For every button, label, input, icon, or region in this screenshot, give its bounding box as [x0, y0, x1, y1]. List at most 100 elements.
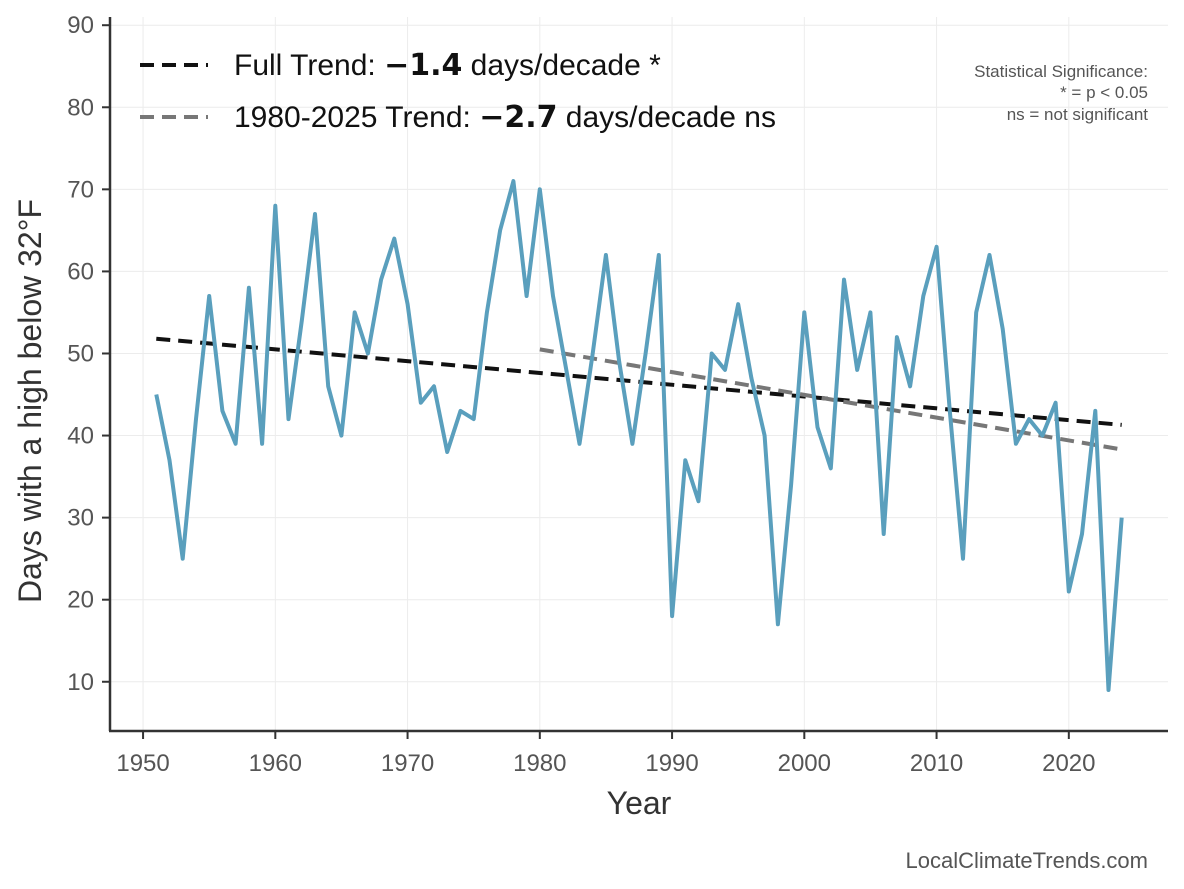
data-point-2016: [1014, 442, 1018, 446]
data-point-1977: [498, 228, 502, 232]
data-point-1968: [379, 278, 383, 282]
data-point-2006: [882, 532, 886, 536]
data-point-1971: [419, 401, 423, 405]
y-ticks: 10 20 30 40 50 60 70 80 90: [67, 12, 110, 696]
data-point-1952: [168, 458, 172, 462]
data-series: [154, 179, 1124, 692]
data-point-2002: [829, 466, 833, 470]
data-point-1972: [432, 384, 436, 388]
data-point-2001: [816, 425, 820, 429]
series-line-0: [154, 179, 1124, 692]
data-point-1992: [697, 499, 701, 503]
data-point-1958: [247, 286, 251, 290]
data-point-1975: [472, 417, 476, 421]
data-point-2008: [908, 384, 912, 388]
significance-line-ns: ns = not significant: [1007, 105, 1149, 124]
x-tick-label-1970: 1970: [381, 750, 434, 777]
legend: Full Trend: −1.4 days/decade * 1980-2025…: [140, 48, 776, 135]
data-point-2019: [1054, 401, 1058, 405]
x-ticks: 1950 1960 1970 1980 1990 2000 2010 2020: [116, 731, 1096, 777]
data-point-1964: [326, 384, 330, 388]
significance-line-p: * = p < 0.05: [1060, 83, 1148, 102]
data-point-2007: [895, 335, 899, 339]
data-point-1994: [723, 368, 727, 372]
data-point-1967: [366, 351, 370, 355]
legend-value-full-trend: −1.4: [384, 48, 462, 83]
data-point-2022: [1093, 409, 1097, 413]
data-point-1980: [538, 187, 542, 191]
y-tick-label-20: 20: [67, 587, 94, 614]
x-tick-label-1990: 1990: [645, 750, 698, 777]
x-tick-label-2000: 2000: [778, 750, 831, 777]
data-point-2012: [961, 557, 965, 561]
data-point-1983: [577, 442, 581, 446]
data-point-1953: [181, 557, 185, 561]
data-point-1989: [657, 253, 661, 257]
y-tick-label-10: 10: [67, 669, 94, 696]
data-point-1961: [287, 417, 291, 421]
data-point-1979: [525, 294, 529, 298]
data-point-1957: [234, 442, 238, 446]
data-point-1987: [630, 442, 634, 446]
legend-label-recent-trend: 1980-2025 Trend: −2.7 days/decade ns: [234, 100, 776, 135]
x-tick-label-1950: 1950: [116, 750, 169, 777]
data-point-2017: [1027, 417, 1031, 421]
data-point-1956: [220, 409, 224, 413]
significance-title: Statistical Significance:: [974, 62, 1148, 81]
data-point-1991: [683, 458, 687, 462]
legend-suffix-full-trend: days/decade *: [462, 49, 661, 82]
data-point-2015: [1001, 327, 1005, 331]
legend-prefix-full-trend: Full Trend:: [234, 49, 384, 82]
data-point-1997: [763, 434, 767, 438]
data-point-1998: [776, 622, 780, 626]
legend-suffix-recent-trend: days/decade ns: [557, 101, 775, 134]
data-point-1985: [604, 253, 608, 257]
data-point-1955: [207, 294, 211, 298]
data-point-2011: [948, 409, 952, 413]
data-point-1988: [644, 351, 648, 355]
data-point-1970: [406, 302, 410, 306]
data-point-1982: [564, 368, 568, 372]
significance-note: Statistical Significance: * = p < 0.05 n…: [974, 62, 1148, 124]
data-point-1965: [339, 434, 343, 438]
data-point-2005: [868, 310, 872, 314]
x-axis-title: Year: [607, 785, 672, 821]
data-point-1995: [736, 302, 740, 306]
data-point-1984: [591, 351, 595, 355]
x-tick-label-2010: 2010: [910, 750, 963, 777]
data-point-2023: [1106, 688, 1110, 692]
data-point-1973: [445, 450, 449, 454]
data-point-1963: [313, 212, 317, 216]
data-point-1996: [749, 376, 753, 380]
data-point-1951: [154, 393, 158, 397]
y-tick-label-60: 60: [67, 258, 94, 285]
y-tick-label-30: 30: [67, 505, 94, 532]
data-point-2003: [842, 278, 846, 282]
data-point-1986: [617, 360, 621, 364]
data-point-1966: [353, 310, 357, 314]
data-point-2020: [1067, 589, 1071, 593]
x-tick-label-1980: 1980: [513, 750, 566, 777]
data-point-2004: [855, 368, 859, 372]
y-axis-title: Days with a high below 32°F: [12, 199, 48, 603]
data-point-1993: [710, 351, 714, 355]
data-point-1978: [511, 179, 515, 183]
data-point-1960: [273, 204, 277, 208]
legend-value-recent-trend: −2.7: [479, 100, 557, 135]
data-point-2024: [1120, 516, 1124, 520]
data-point-1962: [300, 319, 304, 323]
data-point-1974: [458, 409, 462, 413]
data-point-1999: [789, 483, 793, 487]
data-point-1990: [670, 614, 674, 618]
data-point-2000: [802, 310, 806, 314]
full-trend-line: [156, 336, 1122, 427]
legend-prefix-recent-trend: 1980-2025 Trend:: [234, 101, 479, 134]
data-point-1959: [260, 442, 264, 446]
y-tick-label-50: 50: [67, 340, 94, 367]
data-point-1981: [551, 294, 555, 298]
trend-lines: [156, 336, 1123, 452]
y-tick-label-90: 90: [67, 12, 94, 39]
data-point-2014: [987, 253, 991, 257]
data-point-2018: [1040, 434, 1044, 438]
